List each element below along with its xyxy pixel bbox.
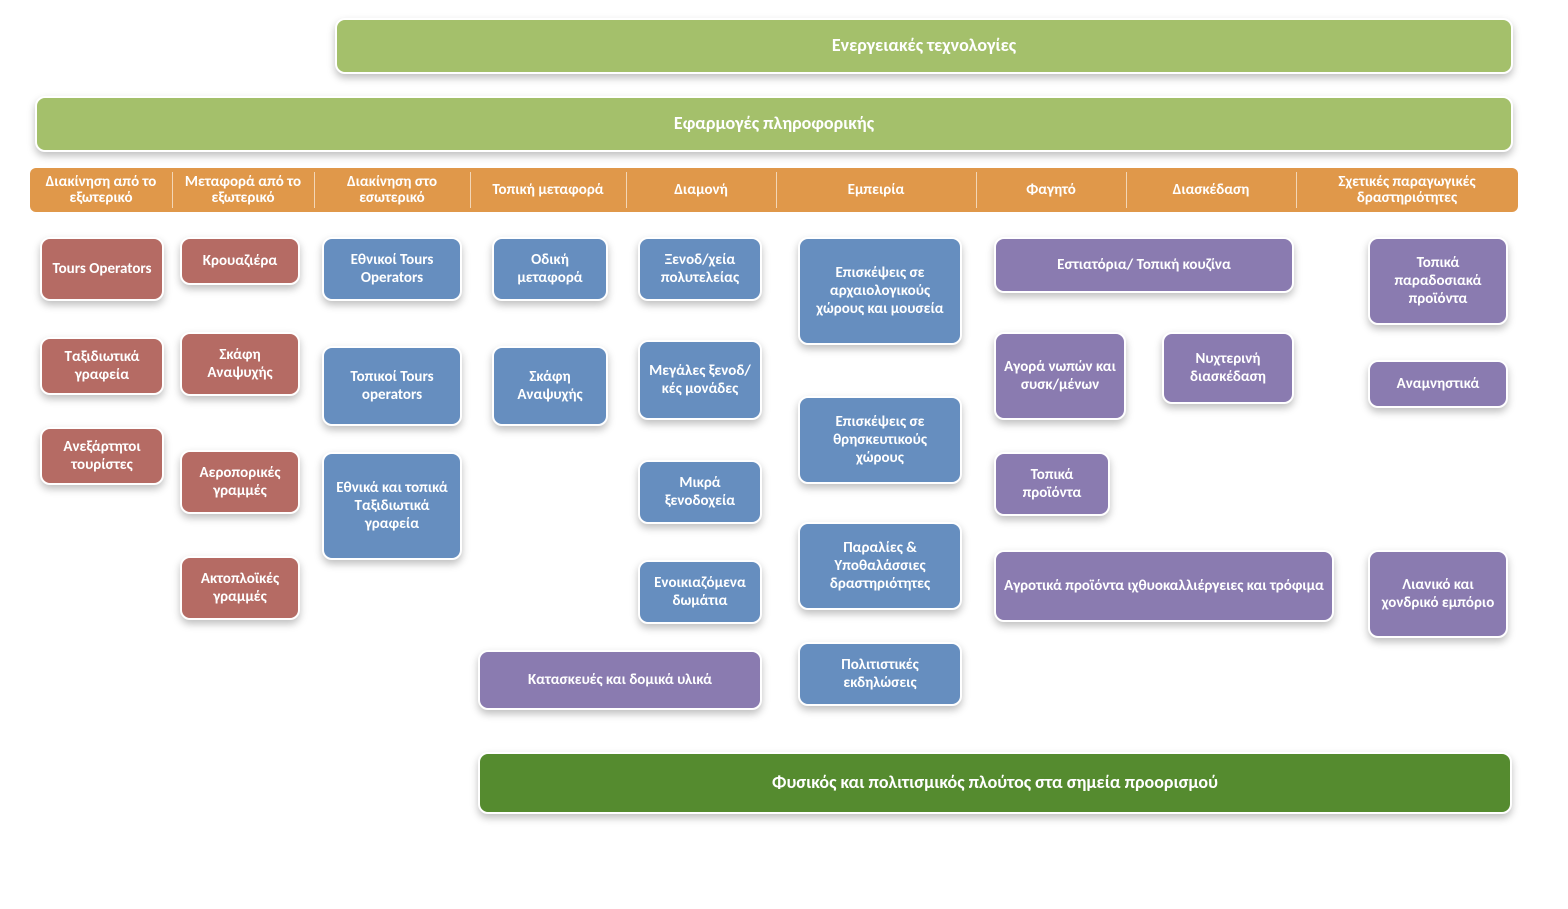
header-h7: Φαγητό [976,168,1126,212]
box-national-tours: Εθνικοί Tours Operators [322,237,462,301]
banner-energy: Ενεργειακές τεχνολογίες [335,18,1513,74]
header-h5: Διαμονή [626,168,776,212]
bottom-bar: Φυσικός και πολιτισμικός πλούτος στα σημ… [478,752,1512,814]
box-construction: Κατασκευές και δομικά υλικά [478,650,762,710]
box-restaurants: Εστιατόρια/ Τοπική κουζίνα [994,237,1294,293]
box-national-local-agencies: Εθνικά και τοπικά Ταξιδιωτικά γραφεία [322,452,462,560]
header-h1: Διακίνηση από το εξωτερικό [30,168,172,212]
box-retail-wholesale: Λιανικό και χονδρικό εμπόριο [1368,550,1508,638]
header-separator [470,172,471,208]
box-arch-visits: Επισκέψεις σε αρχαιολογικούς χώρους και … [798,237,962,345]
box-large-hotels: Μεγάλες ξενοδ/κές μονάδες [638,340,762,420]
header-h8: Διασκέδαση [1126,168,1296,212]
box-airlines: Αεροπορικές γραμμές [180,450,300,514]
box-ferries: Ακτοπλοϊκές γραμμές [180,556,300,620]
box-tours-operators: Tours Operators [40,237,164,301]
header-h6: Εμπειρία [776,168,976,212]
header-separator [1296,172,1297,208]
box-agri-products: Αγροτικά προϊόντα ιχθυοκαλλιέργειες και … [994,550,1334,622]
box-beaches: Παραλίες & Υποθαλάσσιες δραστηριότητες [798,522,962,610]
box-indep-tourists: Ανεξάρτητοι τουρίστες [40,427,164,485]
box-fresh-market: Αγορά νωπών και συσκ/μένων [994,332,1126,420]
header-h9: Σχετικές παραγωγικές δραστηριότητες [1296,168,1518,212]
header-separator [1126,172,1127,208]
header-h3: Διακίνηση στο εσωτερικό [314,168,470,212]
box-yachts2: Σκάφη Αναψυχής [492,346,608,426]
box-cultural-events: Πολιτιστικές εκδηλώσεις [798,642,962,706]
box-religious-visits: Επισκέψεις σε θρησκευτικούς χώρους [798,396,962,484]
box-nightlife: Νυχτερινή διασκέδαση [1162,332,1294,404]
header-h4: Τοπική μεταφορά [470,168,626,212]
box-traditional-products: Τοπικά παραδοσιακά προϊόντα [1368,237,1508,325]
header-h2: Μεταφορά από το εξωτερικό [172,168,314,212]
header-separator [314,172,315,208]
box-cruise: Κρουαζιέρα [180,237,300,285]
box-small-hotels: Μικρά ξενοδοχεία [638,460,762,524]
header-separator [776,172,777,208]
banner-it: Εφαρμογές πληροφορικής [35,96,1513,152]
header-separator [172,172,173,208]
box-travel-agencies: Ταξιδιωτικά γραφεία [40,337,164,395]
box-souvenirs: Αναμνηστικά [1368,360,1508,408]
box-yachts: Σκάφη Αναψυχής [180,332,300,396]
box-rooms: Ενοικιαζόμενα δωμάτια [638,560,762,624]
header-separator [626,172,627,208]
box-local-products: Τοπικά προϊόντα [994,452,1110,516]
header-separator [976,172,977,208]
box-local-tours: Τοπικοί Tours operators [322,346,462,426]
box-luxury-hotels: Ξενοδ/χεία πολυτελείας [638,237,762,301]
box-road-transport: Οδική μεταφορά [492,237,608,301]
